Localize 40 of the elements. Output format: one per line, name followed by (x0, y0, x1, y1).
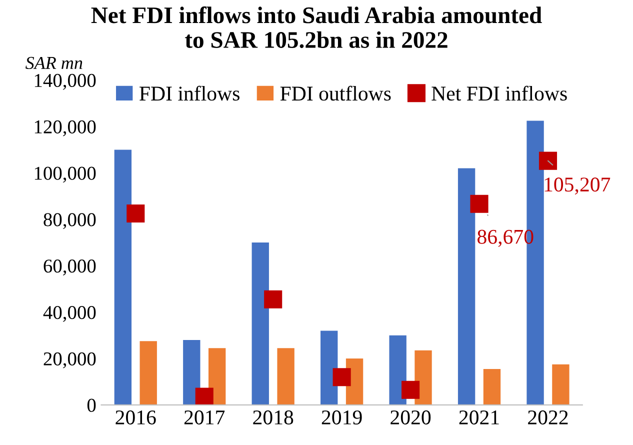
y-tick-label: 120,000 (34, 120, 96, 136)
bar (252, 242, 269, 405)
y-tick-label: 80,000 (44, 213, 96, 230)
legend-label: Net FDI inflows (432, 86, 567, 101)
x-tick-label: 2021 (459, 410, 499, 424)
chart-title: Net FDI inflows into Saudi Arabia amounted to SAR 105.2bn as in 2022 (91, 6, 542, 48)
y-tick-label: 100,000 (34, 166, 96, 183)
y-tick-label: 140,000 (34, 74, 96, 90)
bar (458, 168, 476, 405)
point (402, 380, 420, 399)
x-tick-label: 2020 (390, 410, 431, 424)
data-label: 105,207 (544, 178, 610, 195)
bar (208, 348, 226, 405)
bar (277, 348, 294, 405)
x-tick-label: 2019 (322, 410, 362, 424)
y-tick-label: 60,000 (44, 260, 96, 276)
bar (483, 368, 501, 405)
bar (389, 335, 406, 405)
y-tick-label: 0 (87, 398, 96, 412)
bar (552, 364, 570, 405)
bar (320, 330, 338, 405)
bar (140, 341, 157, 405)
bar (183, 340, 200, 405)
x-tick-label: 2018 (253, 410, 294, 424)
y-tick-label: 40,000 (43, 306, 96, 322)
bar (114, 150, 132, 405)
legend-label: FDI outflows (280, 86, 391, 101)
y-tick-label: 20,000 (44, 352, 96, 368)
legend-label: FDI inflows (140, 86, 240, 101)
y-axis-title: SAR mn (26, 56, 82, 70)
point (195, 388, 214, 405)
x-tick-label: 2022 (528, 410, 568, 424)
point (264, 290, 282, 308)
x-tick-label: 2017 (184, 410, 225, 424)
bar (414, 350, 432, 405)
point (538, 152, 558, 170)
point (470, 194, 488, 213)
point (332, 368, 351, 386)
point (126, 204, 145, 223)
x-tick-label: 2016 (116, 410, 156, 424)
